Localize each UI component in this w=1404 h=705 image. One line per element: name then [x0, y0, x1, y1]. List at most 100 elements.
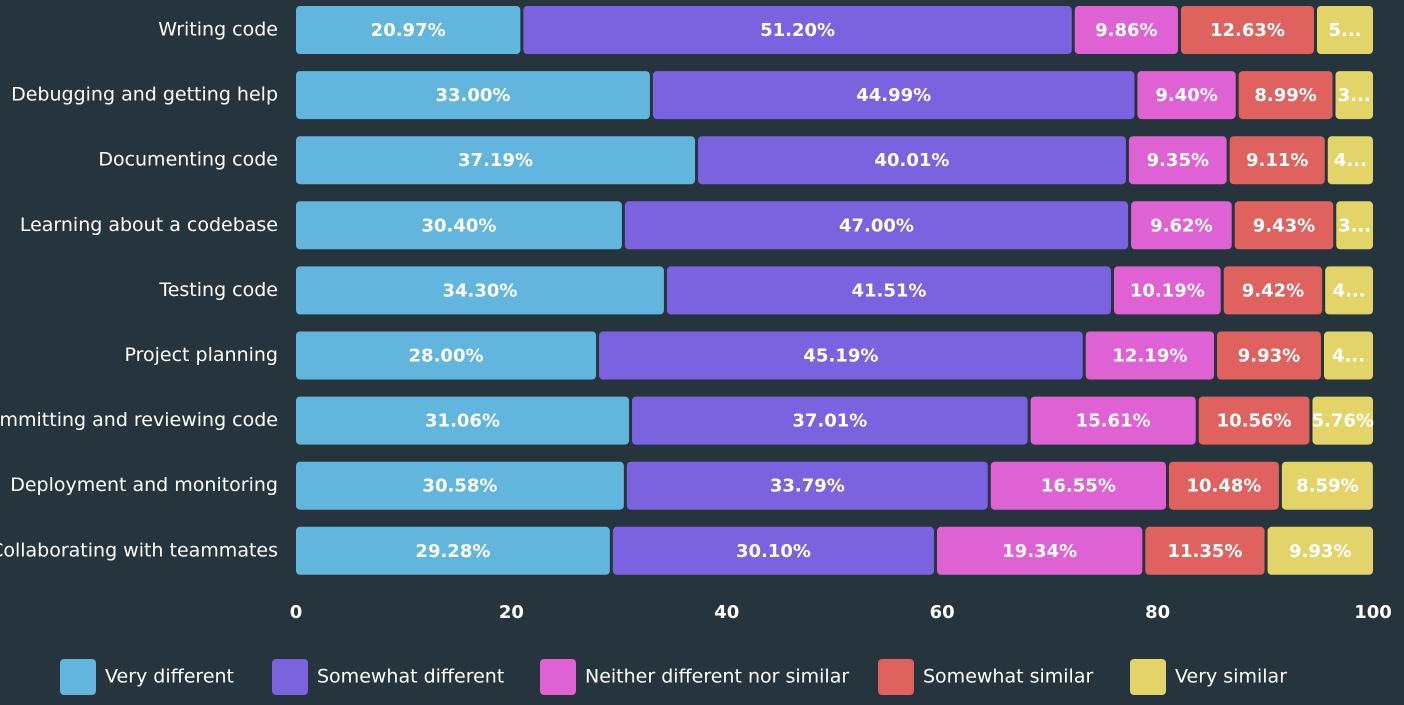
value-label: 40.01%	[874, 150, 949, 171]
value-label: 9.62%	[1150, 215, 1212, 236]
bar-segment	[296, 266, 664, 315]
category-label: Learning about a codebase	[20, 214, 278, 236]
bar-segment	[632, 396, 1028, 445]
value-label: 3...	[1338, 85, 1371, 106]
bar-segment	[296, 331, 597, 380]
legend-label: Somewhat different	[317, 666, 504, 688]
bar-segment	[296, 201, 622, 250]
value-label: 9.42%	[1242, 280, 1304, 301]
bar-segment	[1085, 331, 1215, 380]
value-label: 4...	[1332, 346, 1365, 367]
bar-segment	[523, 6, 1072, 54]
category-label: Debugging and getting help	[11, 84, 278, 106]
bar-segment	[1229, 136, 1325, 185]
value-label: 4...	[1333, 280, 1366, 301]
value-label: 44.99%	[856, 85, 931, 106]
bar-segment	[666, 266, 1111, 315]
value-label: 45.19%	[803, 346, 878, 367]
x-tick-label: 40	[714, 602, 739, 623]
bar-segment	[624, 201, 1129, 250]
bar-segment	[1223, 266, 1323, 315]
bar-segment	[1325, 266, 1373, 315]
bar-segment	[1267, 526, 1373, 575]
x-tick-label: 20	[499, 602, 524, 623]
value-label: 47.00%	[839, 215, 914, 236]
bar-segment	[937, 526, 1143, 575]
bar-segment	[1281, 461, 1373, 510]
bar-segment	[1145, 526, 1265, 575]
legend-swatch	[60, 659, 96, 695]
value-label: 34.30%	[442, 280, 517, 301]
legend-swatch	[272, 659, 308, 695]
category-label: Collaborating with teammates	[0, 539, 278, 561]
value-label: 15.61%	[1076, 411, 1151, 432]
bar-segment	[612, 526, 935, 575]
value-label: 5...	[1328, 20, 1361, 41]
value-label: 19.34%	[1002, 541, 1077, 562]
value-label: 9.35%	[1147, 150, 1209, 171]
x-tick-label: 60	[930, 602, 955, 623]
bar-segment	[1137, 71, 1236, 120]
legend-label: Very similar	[1175, 666, 1287, 688]
bar-segment	[990, 461, 1167, 510]
bar-segment	[1312, 396, 1373, 445]
bar-segment	[1180, 6, 1314, 54]
bar-segment	[626, 461, 988, 510]
bar-segment	[1198, 396, 1310, 445]
bar-segment	[1169, 461, 1279, 510]
bar-segment	[296, 136, 696, 185]
legend-swatch	[540, 659, 576, 695]
x-tick-label: 100	[1354, 602, 1392, 623]
category-label: Writing code	[158, 19, 278, 41]
bar-segment	[1113, 266, 1221, 315]
value-label: 12.63%	[1210, 20, 1285, 41]
value-label: 30.58%	[422, 476, 497, 497]
value-label: 12.19%	[1112, 346, 1187, 367]
value-label: 9.86%	[1095, 20, 1157, 41]
value-label: 37.19%	[458, 150, 533, 171]
bar-segment	[1323, 331, 1373, 380]
legend-swatch	[1130, 659, 1166, 695]
value-label: 8.59%	[1296, 476, 1358, 497]
category-label: Documenting code	[98, 149, 278, 171]
bar-segment	[296, 526, 610, 575]
value-label: 33.00%	[435, 85, 510, 106]
category-label: Deployment and monitoring	[10, 474, 278, 496]
value-label: 11.35%	[1167, 541, 1242, 562]
value-label: 5.76%	[1312, 411, 1374, 432]
legend-label: Neither different nor similar	[585, 666, 849, 688]
value-label: 9.93%	[1238, 346, 1300, 367]
bar-segment	[1238, 71, 1333, 120]
category-label: Committing and reviewing code	[0, 409, 278, 431]
value-label: 9.40%	[1155, 85, 1217, 106]
value-label: 8.99%	[1254, 85, 1316, 106]
bar-segment	[1128, 136, 1227, 185]
bar-segment	[1336, 201, 1373, 250]
value-label: 29.28%	[415, 541, 490, 562]
bar-segment	[296, 396, 630, 445]
value-label: 10.48%	[1186, 476, 1261, 497]
value-label: 9.93%	[1289, 541, 1351, 562]
bar-segment	[1131, 201, 1232, 250]
bar-segment	[296, 71, 650, 120]
value-label: 16.55%	[1041, 476, 1116, 497]
bar-segment	[1335, 71, 1373, 120]
bar-segment	[698, 136, 1126, 185]
legend-swatch	[878, 659, 914, 695]
legend-label: Somewhat similar	[923, 666, 1093, 688]
value-label: 20.97%	[371, 20, 446, 41]
category-label: Testing code	[158, 279, 278, 301]
value-label: 37.01%	[792, 411, 867, 432]
value-label: 10.56%	[1217, 411, 1292, 432]
bar-segment	[599, 331, 1083, 380]
value-label: 30.40%	[421, 215, 496, 236]
bar-segment	[1030, 396, 1196, 445]
value-label: 33.79%	[770, 476, 845, 497]
value-label: 9.43%	[1253, 215, 1315, 236]
x-tick-label: 0	[290, 602, 303, 623]
bar-segment	[652, 71, 1135, 120]
bar-segment	[1327, 136, 1373, 185]
bar-segment	[1316, 6, 1373, 54]
bar-segment	[296, 6, 521, 54]
